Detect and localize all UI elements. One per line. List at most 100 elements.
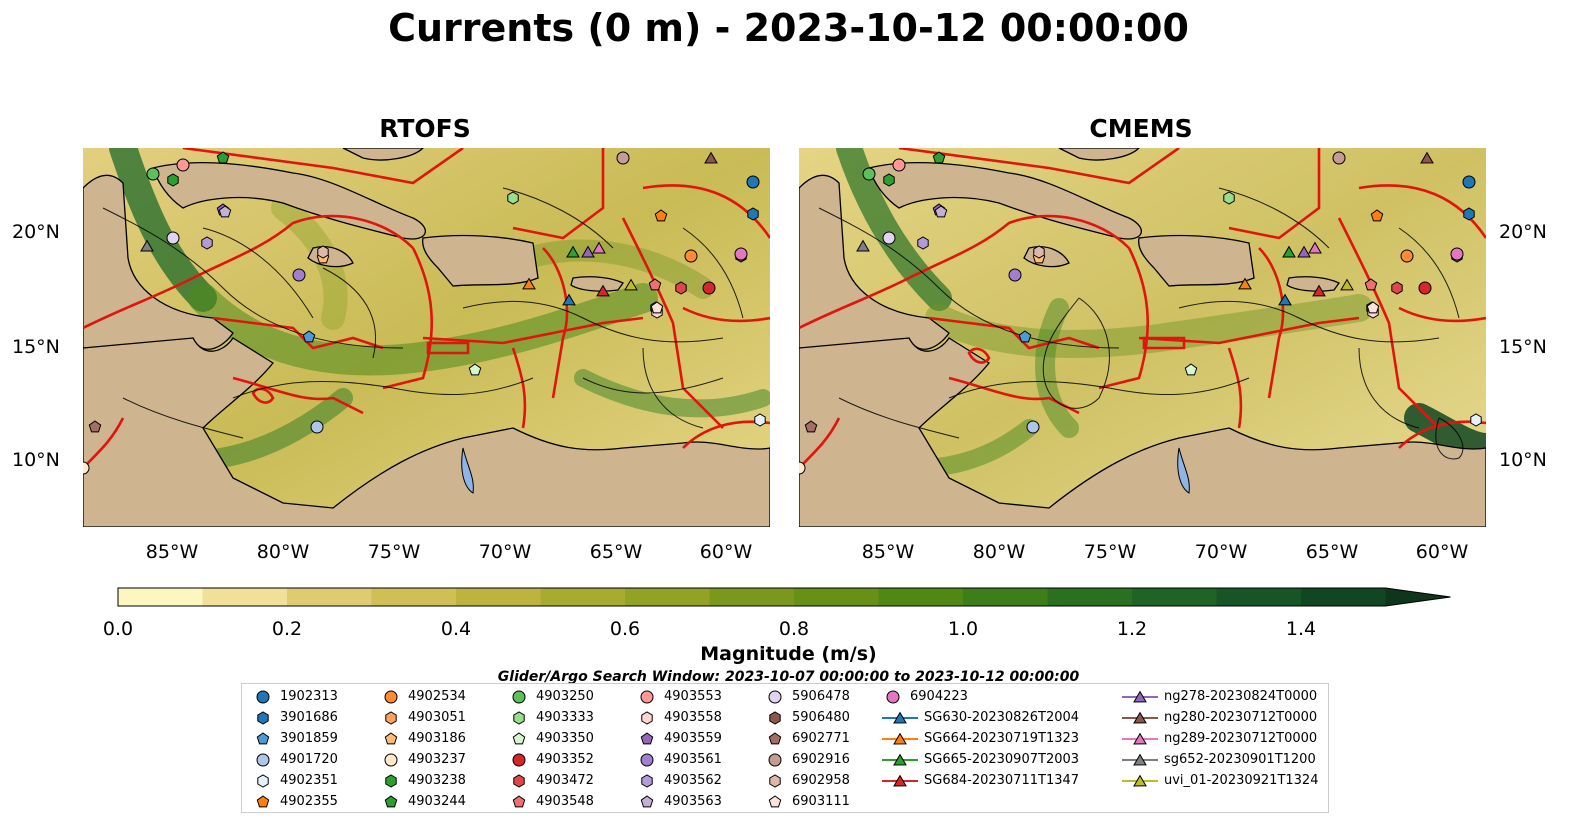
- puerto-rico: [570, 276, 624, 292]
- colorbar-bin: [625, 588, 710, 606]
- legend-entry: uvi_01-20230921T1324: [1122, 770, 1318, 791]
- observation-marker: [562, 293, 576, 306]
- observation-markers: [83, 151, 766, 475]
- observation-marker: [616, 151, 630, 165]
- triangle-marker-icon: [882, 711, 918, 724]
- observation-marker: [1450, 247, 1464, 261]
- hexagon-marker-icon: [769, 710, 781, 725]
- eez-boundaries: [83, 148, 770, 469]
- observation-marker: [702, 281, 716, 295]
- observation-marker: [166, 231, 180, 245]
- lon-tick: 80°W: [256, 541, 310, 563]
- legend-entry: SG630-20230826T2004: [882, 707, 1079, 728]
- colorbar-bin: [794, 588, 879, 606]
- pentagon-marker-icon: [512, 794, 526, 807]
- colorbar-tick: 1.4: [1285, 618, 1317, 640]
- observation-marker: [1278, 293, 1292, 306]
- legend-entry: 4903237: [380, 749, 466, 770]
- legend-label: 4902351: [280, 773, 338, 788]
- legend-label: 4903350: [536, 731, 594, 746]
- observation-marker: [522, 277, 536, 290]
- legend-label: 4903563: [664, 794, 722, 809]
- south-america-and-isthmus: [799, 337, 1486, 527]
- legend-entry: 3901686: [252, 707, 338, 728]
- observation-marker: [1312, 284, 1326, 297]
- observation-marker: [734, 247, 748, 261]
- legend-entry: 3901859: [252, 728, 338, 749]
- hexagon-marker-icon: [257, 710, 269, 725]
- observation-marker: [882, 231, 896, 245]
- circle-marker-icon: [256, 690, 270, 703]
- legend-label: 6904223: [910, 689, 968, 704]
- colorbar-bin: [878, 588, 964, 606]
- legend-label: 4903333: [536, 710, 594, 725]
- legend-entry: ng289-20230712T0000: [1122, 728, 1318, 749]
- legend-label: 6902771: [792, 731, 850, 746]
- observation-marker: [1282, 245, 1296, 258]
- observation-marker: [1462, 175, 1476, 189]
- colorbar-bin: [1132, 588, 1217, 606]
- yucatan-central-america: [799, 174, 950, 350]
- colorbar-tick: 0.2: [271, 618, 303, 640]
- pentagon-marker-icon: [384, 731, 398, 744]
- legend-label: 5906480: [792, 710, 850, 725]
- observation-marker: [83, 461, 90, 475]
- legend-label: 4903244: [408, 794, 466, 809]
- colorbar-bin: [963, 588, 1048, 606]
- map-panel-cmems[interactable]: [799, 148, 1486, 527]
- pentagon-marker-icon: [640, 794, 654, 807]
- hexagon-marker-icon: [641, 710, 653, 725]
- observation-marker: [1223, 191, 1235, 205]
- legend-entry: 4903548: [508, 791, 594, 812]
- lat-tick-left: 10°N: [12, 449, 60, 471]
- observation-marker: [804, 420, 818, 433]
- legend-column: 5906478 5906480 6902771 6902916 6902958 69031…: [764, 686, 850, 812]
- observation-marker: [1008, 268, 1022, 282]
- observation-marker: [624, 278, 638, 291]
- circle-marker-icon: [256, 753, 270, 766]
- legend-entry: sg652-20230901T1200: [1122, 749, 1318, 770]
- lon-tick: 60°W: [699, 541, 753, 563]
- panel-title-cmems: CMEMS: [1089, 114, 1193, 143]
- pentagon-marker-icon: [768, 731, 782, 744]
- lon-tick: 75°W: [1083, 541, 1137, 563]
- legend-entry: 4902355: [252, 791, 338, 812]
- colorbar-tick: 0.4: [440, 618, 472, 640]
- observation-marker: [581, 245, 595, 258]
- yucatan-central-america: [83, 174, 234, 350]
- legend-entry: 4903186: [380, 728, 466, 749]
- observation-marker: [675, 281, 687, 295]
- south-america-and-isthmus: [83, 337, 770, 527]
- colorbar-bin: [287, 588, 372, 606]
- legend-label: SG684-20230711T1347: [924, 773, 1080, 788]
- triangle-marker-icon: [882, 753, 918, 766]
- observation-marker: [1418, 281, 1432, 295]
- observation-marker: [934, 205, 948, 218]
- lat-tick-left: 15°N: [12, 336, 60, 358]
- legend-label: 4903186: [408, 731, 466, 746]
- legend-entry: 4902534: [380, 686, 466, 707]
- triangle-marker-icon: [1122, 711, 1158, 724]
- triangle-marker-icon: [882, 732, 918, 745]
- colorbar-bin: [456, 588, 541, 606]
- observation-marker: [917, 236, 929, 250]
- lat-tick-right: 20°N: [1499, 221, 1547, 243]
- observation-marker: [883, 173, 895, 187]
- lat-tick-right: 10°N: [1499, 449, 1547, 471]
- lat-tick-right: 15°N: [1499, 336, 1547, 358]
- observation-marker: [201, 236, 213, 250]
- observation-marker: [592, 241, 606, 254]
- observation-marker: [746, 175, 760, 189]
- circle-marker-icon: [768, 753, 782, 766]
- map-panel-rtofs[interactable]: [83, 148, 770, 527]
- legend-entry: SG684-20230711T1347: [882, 770, 1079, 791]
- observation-marker: [88, 420, 102, 433]
- colorbar-bin: [118, 588, 203, 606]
- circle-marker-icon: [512, 753, 526, 766]
- circle-marker-icon: [768, 690, 782, 703]
- legend-label: ng280-20230712T0000: [1164, 710, 1318, 725]
- observation-marker: [747, 207, 759, 221]
- legend-entry: 4903553: [636, 686, 722, 707]
- legend-label: 1902313: [280, 689, 338, 704]
- legend-entry: 6904223: [882, 686, 1079, 707]
